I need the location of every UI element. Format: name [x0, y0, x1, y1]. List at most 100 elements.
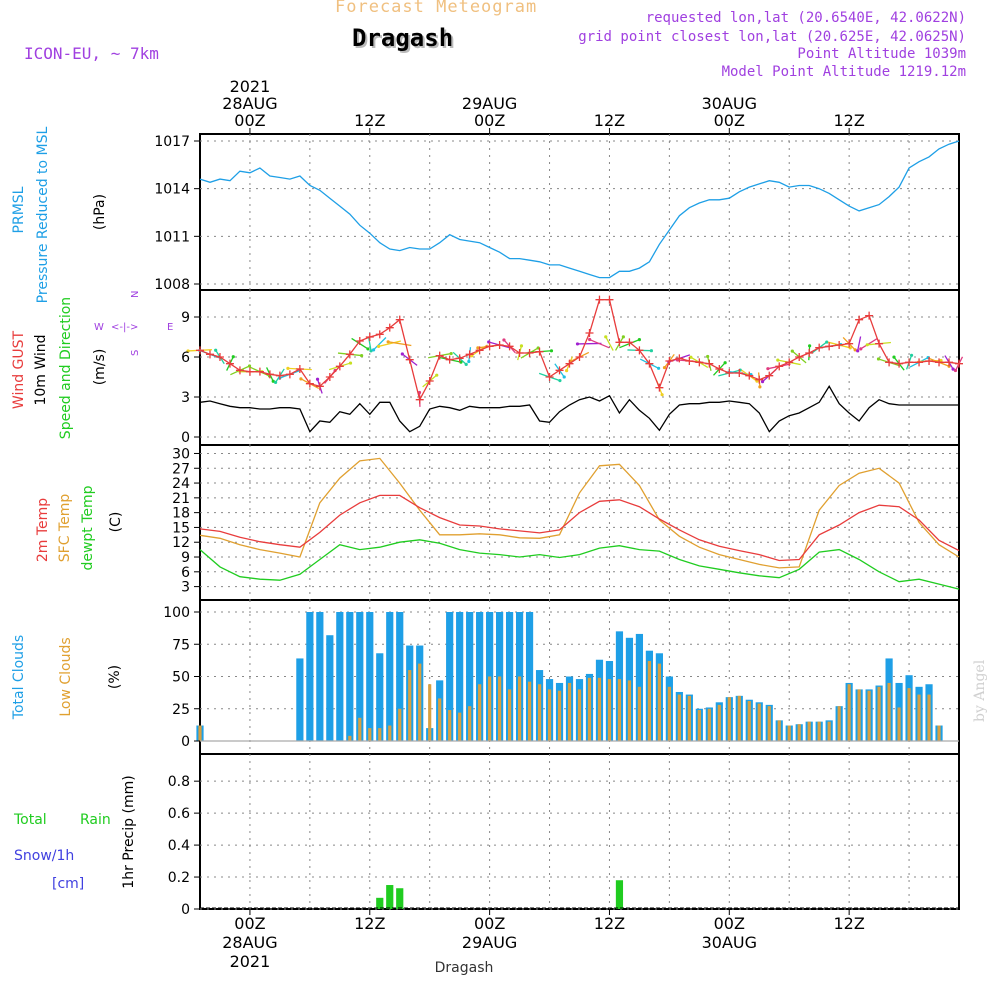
- wind-arrow-head: [588, 337, 592, 342]
- wind-arrow-head: [689, 355, 693, 359]
- grid-point-coords: grid point closest lon,lat (20.625E, 42.…: [578, 29, 966, 45]
- low-clouds-bar: [677, 694, 681, 741]
- wind-arrow-head: [186, 349, 190, 353]
- clouds-unit-label: (%): [107, 665, 123, 689]
- wind-gust-marker: [615, 338, 624, 347]
- wind-gust-marker: [435, 351, 444, 360]
- wind-gust-marker: [285, 370, 294, 379]
- low-clouds-bar: [897, 707, 901, 741]
- y-tick-label: 0.6: [168, 806, 190, 822]
- low-clouds-bar: [508, 689, 512, 741]
- wind-arrow-head: [467, 359, 471, 364]
- low-clouds-bar: [557, 690, 562, 741]
- wind-arrow-head: [853, 348, 857, 352]
- wind-arrow-head: [549, 349, 554, 353]
- wind-gust-marker: [495, 341, 504, 349]
- low-clouds-bar: [388, 725, 392, 741]
- wind-panel-frame: [199, 289, 960, 446]
- low-clouds-bar: [428, 684, 432, 741]
- axis-layer: 1008101110141017036936912151821242730025…: [154, 77, 864, 971]
- wind-gust-marker: [645, 359, 654, 368]
- low-clouds-bar: [348, 735, 352, 741]
- prmsl-line: [199, 140, 960, 279]
- wind-arrow-head: [502, 338, 506, 342]
- low-clouds-bar: [627, 680, 632, 741]
- wind-arrow-head: [825, 340, 829, 344]
- wind-arrow-head: [476, 346, 480, 350]
- compass-west: W: [94, 322, 104, 333]
- wind-direction-arrow: [388, 341, 412, 347]
- total-clouds-bar: [326, 635, 334, 741]
- total-clouds-bar: [296, 658, 304, 741]
- low-clouds-bar: [767, 706, 771, 741]
- wind-gust-marker: [555, 366, 564, 375]
- wind-unit-label: (m/s): [92, 349, 108, 386]
- total-clouds-bar: [466, 612, 474, 741]
- wind-arrow-head: [953, 368, 958, 373]
- total-clouds-bar: [386, 612, 394, 741]
- wind-gust-marker: [245, 367, 254, 376]
- wind-gust-marker: [765, 371, 774, 380]
- x-tick-label-bottom: 00Z: [234, 914, 265, 933]
- cloud-labels: Total Clouds Low Clouds (%): [11, 635, 123, 720]
- wind-arrow-head: [660, 393, 664, 397]
- low-clouds-label: Low Clouds: [58, 637, 74, 716]
- x-year-label-bottom: 2021: [230, 952, 271, 971]
- low-clouds-bar: [537, 684, 542, 741]
- low-clouds-bar: [547, 689, 552, 741]
- wind-10m-label: 10m Wind: [33, 334, 49, 405]
- wind-arrow-head: [386, 340, 390, 344]
- wind-gust-marker: [215, 353, 224, 361]
- y-tick-label: 25: [172, 702, 190, 718]
- wind-arrow-head: [760, 380, 765, 384]
- wind-gust-marker: [775, 362, 784, 371]
- total-clouds-bar: [446, 612, 454, 741]
- total-clouds-bar: [346, 612, 354, 741]
- wind-arrow-head: [299, 377, 303, 381]
- wind-arrow-head: [755, 379, 759, 383]
- low-clouds-bar: [448, 710, 452, 741]
- low-clouds-bar: [797, 724, 801, 741]
- low-clouds-bar: [657, 663, 661, 741]
- wind-gust-marker: [785, 358, 794, 367]
- wind-arrow-head: [286, 366, 290, 370]
- wind-gust-marker: [745, 371, 754, 380]
- wind-gust-marker: [595, 295, 604, 304]
- wind-gust-marker: [635, 346, 644, 355]
- wind-gust-marker: [845, 339, 854, 348]
- y-tick-label: 100: [163, 605, 190, 621]
- wind-gust-marker: [295, 365, 304, 373]
- wind-gust-marker: [735, 369, 744, 377]
- total-clouds-bar: [456, 612, 464, 741]
- wind-arrow-head: [575, 342, 580, 346]
- wind-direction-arrow: [378, 340, 402, 347]
- y-tick-label: 0: [181, 430, 190, 446]
- wind-arrow-head: [558, 379, 562, 383]
- wind-arrow-head: [758, 385, 762, 389]
- low-clouds-bar: [907, 688, 911, 741]
- wind-gust-marker: [715, 365, 724, 373]
- wind-arrow-head: [649, 349, 654, 353]
- wind-dir-label: Speed and Direction: [58, 297, 74, 439]
- x-tick-label-top: 00Z: [234, 111, 265, 130]
- wind-gust-marker: [725, 369, 734, 377]
- total-clouds-bar: [376, 653, 384, 741]
- wind-gust-marker: [885, 358, 894, 367]
- wind-gust-label: Wind GUST: [11, 330, 27, 409]
- x-tick-label-bottom: 12Z: [354, 914, 385, 933]
- low-clouds-bar: [807, 721, 811, 741]
- wind-arrow-head: [776, 358, 780, 362]
- total-clouds-bar: [366, 612, 374, 741]
- wind-gust-marker: [415, 395, 424, 404]
- wind-arrow-head: [464, 362, 468, 366]
- wind-gust-marker: [815, 343, 824, 352]
- wind-direction-arrow: [857, 336, 862, 351]
- x-tick-label-top: 12Z: [354, 111, 385, 130]
- wind-gust-marker: [625, 338, 634, 347]
- wind-gust-marker: [445, 355, 454, 364]
- wind-arrow-head: [657, 366, 661, 370]
- wind-gust-marker: [505, 342, 514, 351]
- wind-arrow-head: [723, 361, 727, 365]
- low-clouds-bar: [597, 677, 602, 741]
- y-tick-label: 1014: [154, 182, 190, 198]
